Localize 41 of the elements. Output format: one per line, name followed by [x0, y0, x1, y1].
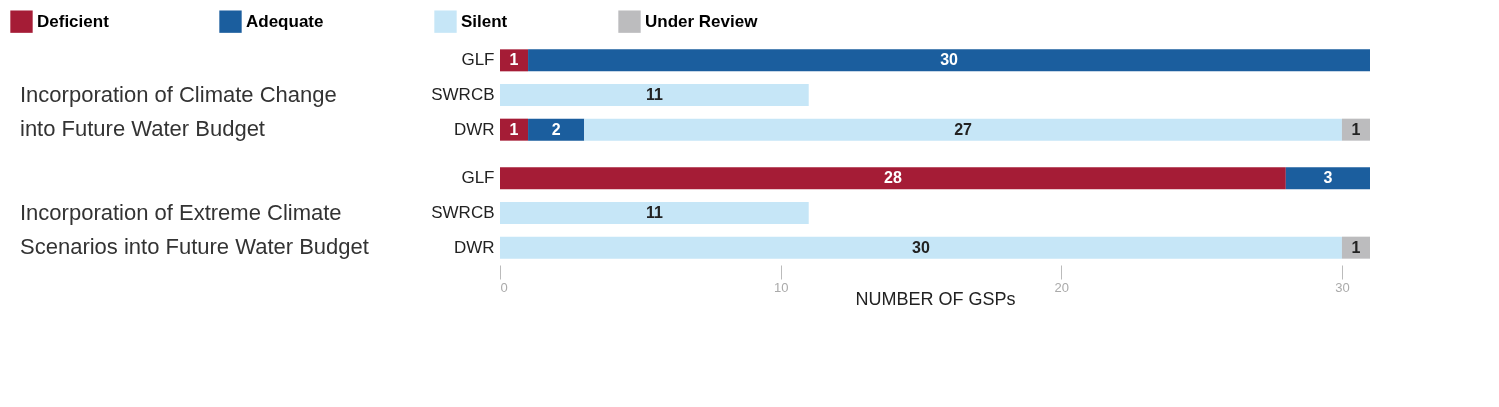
data-label: 1 — [1351, 238, 1361, 256]
x-tick-label: 0 — [500, 279, 508, 295]
bar — [528, 118, 585, 141]
data-label: 11 — [645, 204, 663, 221]
data-label: 1 — [1351, 120, 1361, 138]
bar — [584, 118, 1342, 141]
legend-label: Deficient — [37, 11, 110, 31]
y-tick-label: SWRCB — [431, 85, 495, 104]
y-tick-label: GLF — [461, 168, 495, 188]
bar — [500, 167, 1286, 190]
bar — [1341, 118, 1370, 141]
data-label: 11 — [645, 86, 663, 103]
x-tick-label: 20 — [1054, 279, 1070, 295]
data-label: 3 — [1323, 169, 1333, 187]
y-tick-label: SWRCB — [431, 203, 495, 222]
bar — [1341, 236, 1370, 259]
data-label: 28 — [884, 169, 902, 187]
data-label: 1 — [509, 120, 519, 138]
bar — [528, 49, 1370, 72]
bar — [500, 84, 809, 106]
legend-label: Adequate — [246, 11, 324, 31]
bar — [1285, 167, 1370, 190]
x-tick-label: 30 — [1335, 279, 1350, 295]
data-label: 2 — [551, 120, 561, 138]
legend-label: Silent — [461, 11, 508, 31]
bar — [500, 236, 1342, 259]
text: Incorporation of Extreme Climate Scenarios into Future Water Budget — [20, 200, 369, 259]
x-tick-label: 10 — [773, 279, 789, 295]
data-label: 27 — [954, 120, 973, 138]
data-label: 30 — [940, 51, 959, 69]
y-tick-label: GLF — [461, 50, 495, 70]
data-label: 30 — [912, 238, 930, 256]
bar — [500, 118, 529, 141]
bar — [500, 49, 529, 72]
data-label: 1 — [509, 51, 519, 69]
legend-label: Under Review — [645, 11, 759, 31]
y-tick-label: DWR — [453, 237, 495, 257]
y-tick-label: DWR — [453, 119, 495, 139]
text: Incorporation of Climate Change into Future Water Budget — [20, 82, 337, 141]
bar — [500, 202, 809, 224]
x-axis-title: NUMBER OF GSPs — [855, 288, 1016, 309]
